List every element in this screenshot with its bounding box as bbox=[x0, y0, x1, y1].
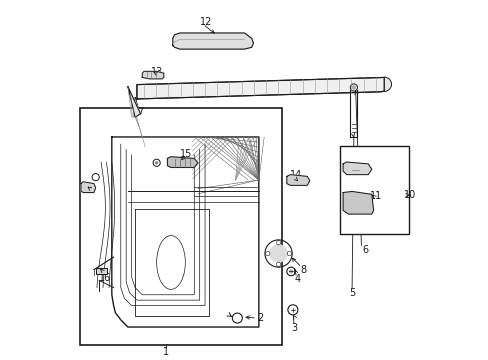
Polygon shape bbox=[286, 175, 309, 185]
Text: 2: 2 bbox=[257, 313, 263, 323]
Text: 11: 11 bbox=[369, 191, 382, 201]
Text: 5: 5 bbox=[348, 288, 354, 298]
Bar bbox=[96, 267, 107, 274]
Circle shape bbox=[155, 161, 158, 164]
Circle shape bbox=[269, 244, 287, 262]
Text: 12: 12 bbox=[199, 17, 211, 27]
Polygon shape bbox=[172, 33, 253, 49]
Polygon shape bbox=[343, 162, 371, 175]
Polygon shape bbox=[137, 77, 384, 99]
Polygon shape bbox=[167, 157, 198, 167]
Text: 7: 7 bbox=[137, 107, 143, 117]
Wedge shape bbox=[384, 77, 391, 91]
Text: 9: 9 bbox=[89, 184, 95, 194]
Text: 4: 4 bbox=[294, 274, 300, 284]
Text: 13: 13 bbox=[150, 67, 163, 77]
Circle shape bbox=[351, 86, 355, 89]
Text: 16: 16 bbox=[98, 273, 111, 283]
Bar bbox=[339, 146, 408, 234]
Text: 3: 3 bbox=[291, 323, 297, 333]
Text: 15: 15 bbox=[179, 149, 191, 159]
Circle shape bbox=[289, 270, 292, 273]
Polygon shape bbox=[81, 182, 96, 193]
Text: 10: 10 bbox=[403, 190, 415, 200]
Bar bbox=[80, 108, 282, 345]
Polygon shape bbox=[343, 192, 373, 214]
Polygon shape bbox=[142, 71, 163, 79]
Polygon shape bbox=[128, 87, 140, 117]
Text: 6: 6 bbox=[362, 245, 368, 255]
Text: 14: 14 bbox=[290, 170, 302, 180]
Text: 1: 1 bbox=[162, 347, 168, 357]
Text: 8: 8 bbox=[300, 265, 306, 275]
